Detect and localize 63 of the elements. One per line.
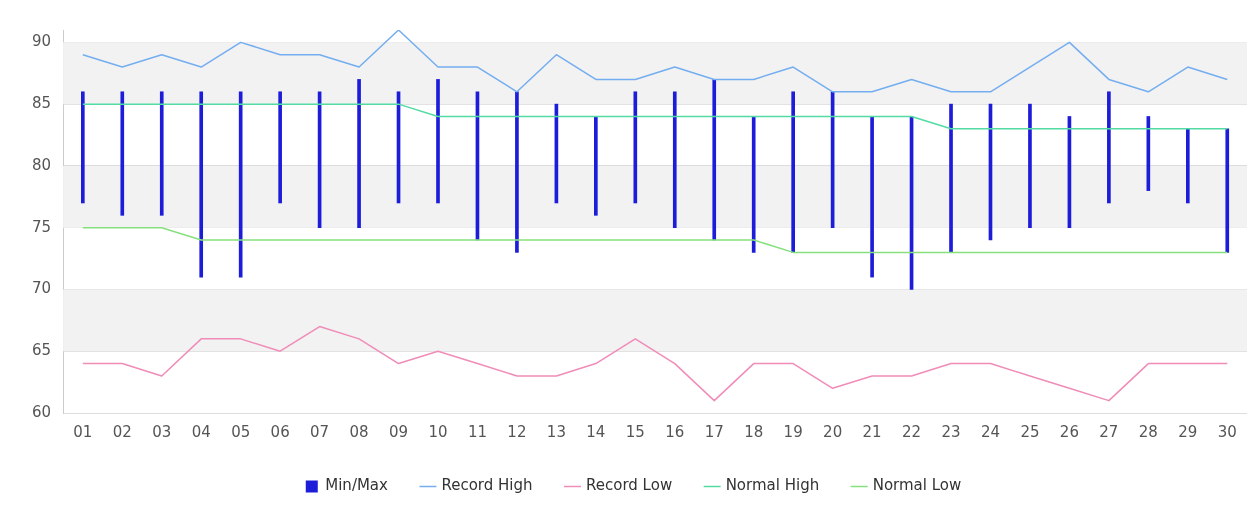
x-tick-label: 15 <box>625 422 645 441</box>
x-tick-label: 19 <box>783 422 803 441</box>
x-tick-label: 13 <box>546 422 566 441</box>
x-tick-label: 04 <box>191 422 211 441</box>
legend-label: Record Low <box>586 476 673 495</box>
x-tick-label: 29 <box>1178 422 1198 441</box>
y-tick-label: 60 <box>31 402 52 421</box>
x-tick-label: 01 <box>73 422 93 441</box>
bar <box>199 91 204 278</box>
x-tick-label: 14 <box>586 422 606 441</box>
bar <box>159 91 164 216</box>
x-tick-label: 24 <box>980 422 1001 441</box>
bar <box>672 91 677 229</box>
x-tick-label: 16 <box>665 422 685 441</box>
bar <box>1225 128 1230 253</box>
bar <box>1028 103 1032 229</box>
x-tick-label: 21 <box>862 422 882 441</box>
bar <box>357 79 361 229</box>
bar <box>515 91 519 253</box>
x-tick-label: 10 <box>428 422 448 441</box>
bar <box>436 79 440 204</box>
legend-label: Min/Max <box>325 476 389 495</box>
bar <box>633 91 638 204</box>
y-tick-label: 75 <box>31 217 52 236</box>
x-tick-label: 05 <box>231 422 251 441</box>
x-tick-label: 06 <box>270 422 290 441</box>
bar <box>1107 91 1111 204</box>
x-tick-label: 25 <box>1020 422 1040 441</box>
y-tick-label: 90 <box>31 32 52 51</box>
legend-label: Record High <box>441 476 533 495</box>
x-tick-label: 12 <box>507 422 527 441</box>
x-tick-label: 08 <box>349 422 369 441</box>
bar <box>120 91 125 216</box>
legend-label: Normal Low <box>872 476 962 495</box>
y-tick-label: 65 <box>31 341 52 360</box>
y-tick-label: 70 <box>31 279 52 298</box>
x-tick-label: 07 <box>310 422 330 441</box>
x-tick-label: 09 <box>388 422 409 441</box>
x-tick-label: 20 <box>823 422 843 441</box>
bar <box>751 116 756 253</box>
x-tick-label: 02 <box>112 422 132 441</box>
x-tick-label: 03 <box>152 422 172 441</box>
bar <box>791 91 795 253</box>
x-tick-label: 18 <box>744 422 764 441</box>
y-tick-label: 80 <box>31 155 52 174</box>
legend-label: Normal High <box>725 476 820 495</box>
bar <box>238 91 243 278</box>
y-tick-label: 85 <box>31 94 52 113</box>
bar <box>1185 128 1190 204</box>
x-tick-label: 23 <box>941 422 961 441</box>
bar <box>594 116 598 216</box>
bar <box>870 116 874 278</box>
x-tick-label: 11 <box>467 422 487 441</box>
x-tick-label: 17 <box>704 422 724 441</box>
x-tick-label: 28 <box>1138 422 1158 441</box>
bar <box>949 103 953 253</box>
bar <box>712 79 717 241</box>
bar <box>80 91 85 204</box>
x-tick-label: 30 <box>1217 422 1237 441</box>
x-tick-label: 26 <box>1059 422 1079 441</box>
bar <box>278 91 282 204</box>
x-tick-label: 22 <box>902 422 922 441</box>
x-tick-label: 27 <box>1099 422 1119 441</box>
